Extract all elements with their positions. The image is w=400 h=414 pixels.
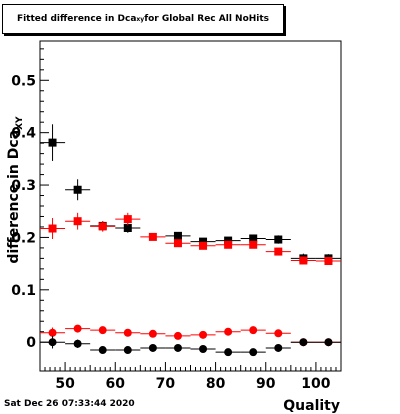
data-point: [98, 222, 107, 231]
x-tick-label: 50: [55, 376, 75, 392]
data-point: [299, 256, 308, 265]
data-point: [48, 328, 57, 337]
y-tick-label: 0.5: [11, 73, 36, 89]
data-point: [224, 240, 233, 249]
data-point: [98, 326, 107, 335]
y-axis-label-main: difference in Dca: [6, 130, 22, 264]
y-tick-label: 0: [26, 335, 36, 351]
data-point: [249, 234, 258, 243]
series-0: [40, 124, 341, 264]
chart-title: Fitted difference in Dca xy for Global Re…: [2, 4, 284, 34]
data-point: [249, 348, 258, 357]
data-point: [73, 217, 82, 226]
data-point: [274, 329, 283, 338]
data-point: [274, 343, 283, 352]
data-point: [173, 231, 182, 240]
data-point: [48, 338, 57, 347]
y-tick-label: 0.1: [11, 283, 36, 299]
data-point: [123, 328, 132, 337]
x-tick-label: 70: [156, 376, 176, 392]
data-point: [48, 138, 57, 147]
data-point: [224, 327, 233, 336]
x-tick-label: 80: [206, 376, 226, 392]
footer-date: Sat Dec 26 07:33:44 2020: [4, 399, 135, 409]
data-point: [48, 224, 57, 233]
series-2: [40, 324, 341, 347]
y-tick-label: 0.2: [11, 230, 36, 246]
data-point: [249, 326, 258, 335]
x-tick-label: 90: [256, 376, 276, 392]
chart-title-subscript: xy: [136, 15, 145, 23]
data-point: [123, 224, 132, 232]
data-point: [173, 343, 182, 352]
y-axis-label: difference in DcaXY: [6, 116, 25, 264]
chart-title-suffix: for Global Rec All NoHits: [144, 14, 270, 24]
data-point: [274, 235, 283, 244]
x-axis-label: Quality: [283, 398, 340, 414]
data-point: [199, 237, 208, 246]
data-point: [199, 330, 208, 339]
plot-frame: [39, 40, 342, 372]
data-point: [224, 348, 233, 357]
data-point: [148, 329, 157, 338]
data-point: [73, 339, 82, 348]
data-series: [40, 124, 341, 357]
data-point: [299, 338, 308, 347]
data-point: [123, 215, 132, 224]
x-tick-label: 60: [106, 376, 126, 392]
y-tick-label: 0.3: [11, 178, 36, 194]
series-3: [40, 335, 341, 357]
data-point: [199, 345, 208, 353]
chart-title-prefix: Fitted difference in Dca: [16, 14, 137, 24]
data-point: [123, 346, 132, 355]
data-point: [249, 240, 258, 249]
data-point: [98, 346, 107, 355]
data-point: [324, 338, 333, 347]
data-point: [173, 239, 182, 248]
data-point: [173, 331, 182, 340]
data-point: [73, 324, 82, 333]
data-point: [73, 185, 82, 194]
data-point: [274, 247, 283, 256]
y-axis-label-sub: XY: [15, 116, 25, 130]
data-point: [148, 343, 157, 352]
y-tick-label: 0.4: [11, 126, 36, 142]
series-1: [40, 212, 341, 265]
data-point: [148, 232, 157, 241]
data-point: [199, 241, 208, 250]
y-axis-ticks: 0 0.1 0.2 0.3 0.4 0.5: [11, 48, 49, 351]
data-point: [324, 257, 333, 265]
x-tick-label: 100: [301, 376, 330, 392]
x-axis-ticks: 50 60 70 80 90 100: [39, 362, 342, 392]
data-point: [224, 236, 233, 245]
